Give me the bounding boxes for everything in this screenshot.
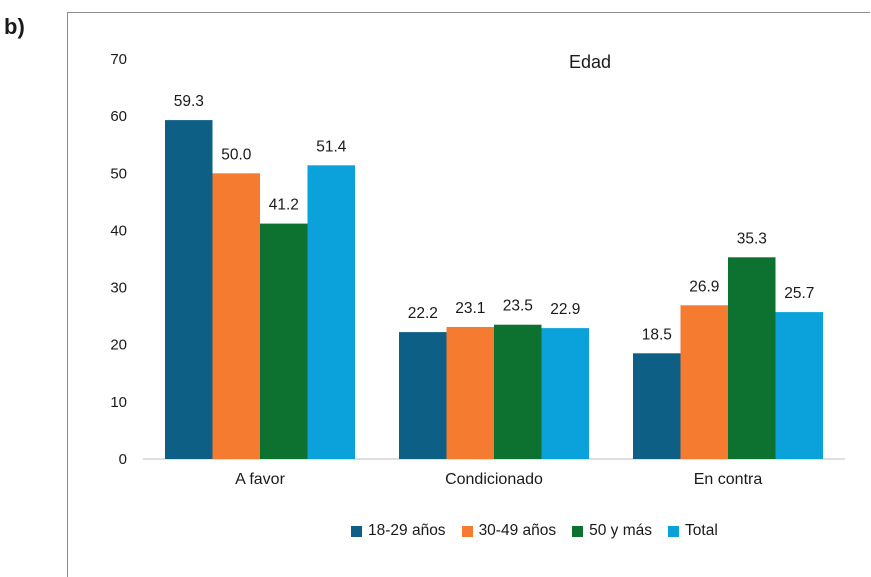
legend-swatch [572, 525, 584, 537]
y-tick-label: 10 [110, 394, 127, 411]
bar [494, 324, 542, 459]
legend-label: Total [685, 522, 718, 539]
data-label: 23.1 [455, 300, 485, 317]
data-label: 18.5 [642, 326, 672, 343]
y-tick-label: 0 [119, 451, 127, 468]
x-category-label: En contra [694, 471, 763, 488]
bar [541, 328, 589, 459]
legend-swatch [351, 525, 362, 537]
legend-swatch [668, 525, 680, 537]
data-label: 35.3 [737, 230, 767, 247]
bar [307, 165, 355, 460]
legend-item: 18-29 años [351, 522, 446, 540]
y-tick-label: 70 [110, 51, 127, 68]
bar [633, 353, 681, 459]
data-label: 41.2 [269, 197, 299, 214]
data-label: 22.9 [550, 301, 580, 318]
bar [260, 223, 308, 459]
y-tick-label: 40 [110, 222, 127, 239]
bar [212, 173, 260, 460]
data-label: 59.3 [174, 93, 204, 110]
chart-title: Edad [569, 52, 611, 72]
x-category-label: A favor [235, 471, 285, 488]
data-label: 23.5 [503, 298, 533, 315]
data-label: 50.0 [221, 146, 252, 163]
legend-swatch [461, 525, 473, 537]
legend-label: 18-29 años [368, 522, 446, 539]
bar [680, 305, 728, 459]
legend-item: Total [668, 522, 718, 540]
chart-frame [67, 12, 870, 577]
y-tick-label: 30 [110, 280, 127, 297]
data-label: 51.4 [316, 138, 347, 155]
bar [728, 257, 776, 459]
legend-item: 50 y más [572, 522, 652, 540]
x-category-label: Condicionado [445, 471, 543, 488]
data-label: 26.9 [689, 278, 719, 295]
legend-label: 50 y más [589, 522, 653, 539]
y-tick-label: 20 [110, 337, 127, 354]
legend: 18-29 años 30-49 años 50 y más Total [351, 522, 718, 540]
legend-label: 30-49 años [478, 522, 557, 539]
bar [165, 120, 213, 459]
y-tick-label: 60 [110, 108, 127, 125]
panel-label: b) [4, 14, 25, 39]
data-label: 22.2 [408, 305, 438, 322]
bar [399, 332, 447, 459]
bar [446, 327, 494, 459]
legend-item: 30-49 años [461, 522, 557, 540]
bar [775, 312, 823, 459]
data-label: 25.7 [784, 285, 814, 302]
y-tick-label: 50 [110, 165, 127, 182]
